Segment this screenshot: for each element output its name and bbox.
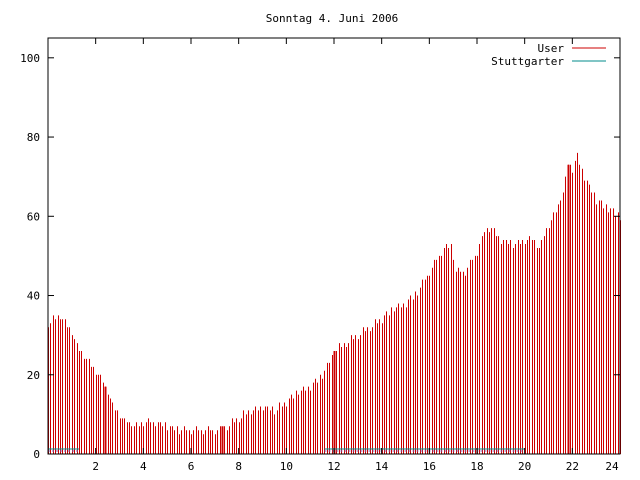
bars-layer xyxy=(48,152,621,454)
y-tick-label: 80 xyxy=(27,131,40,144)
legend: User Stuttgarter xyxy=(491,42,606,68)
legend-label-stuttgarter: Stuttgarter xyxy=(491,55,564,68)
x-tick-label: 6 xyxy=(188,460,195,473)
chart-title: Sonntag 4. Juni 2006 xyxy=(266,12,398,25)
x-tick-label: 18 xyxy=(470,460,483,473)
x-tick-label: 24 xyxy=(605,460,619,473)
y-tick-label: 20 xyxy=(27,369,40,382)
x-tick-label: 8 xyxy=(235,460,242,473)
x-tick-label: 10 xyxy=(280,460,293,473)
legend-label-user: User xyxy=(538,42,565,55)
y-tick-label: 40 xyxy=(27,290,40,303)
y-tick-label: 60 xyxy=(27,210,40,223)
x-tick-label: 2 xyxy=(92,460,99,473)
x-tick-label: 16 xyxy=(423,460,436,473)
x-tick-label: 22 xyxy=(566,460,579,473)
x-tick-label: 4 xyxy=(140,460,147,473)
x-tick-label: 20 xyxy=(518,460,531,473)
x-tick-label: 12 xyxy=(327,460,340,473)
y-tick-label: 0 xyxy=(33,448,40,461)
secondary-series-layer xyxy=(48,448,525,452)
y-tick-label: 100 xyxy=(20,52,40,65)
x-tick-label: 14 xyxy=(375,460,389,473)
